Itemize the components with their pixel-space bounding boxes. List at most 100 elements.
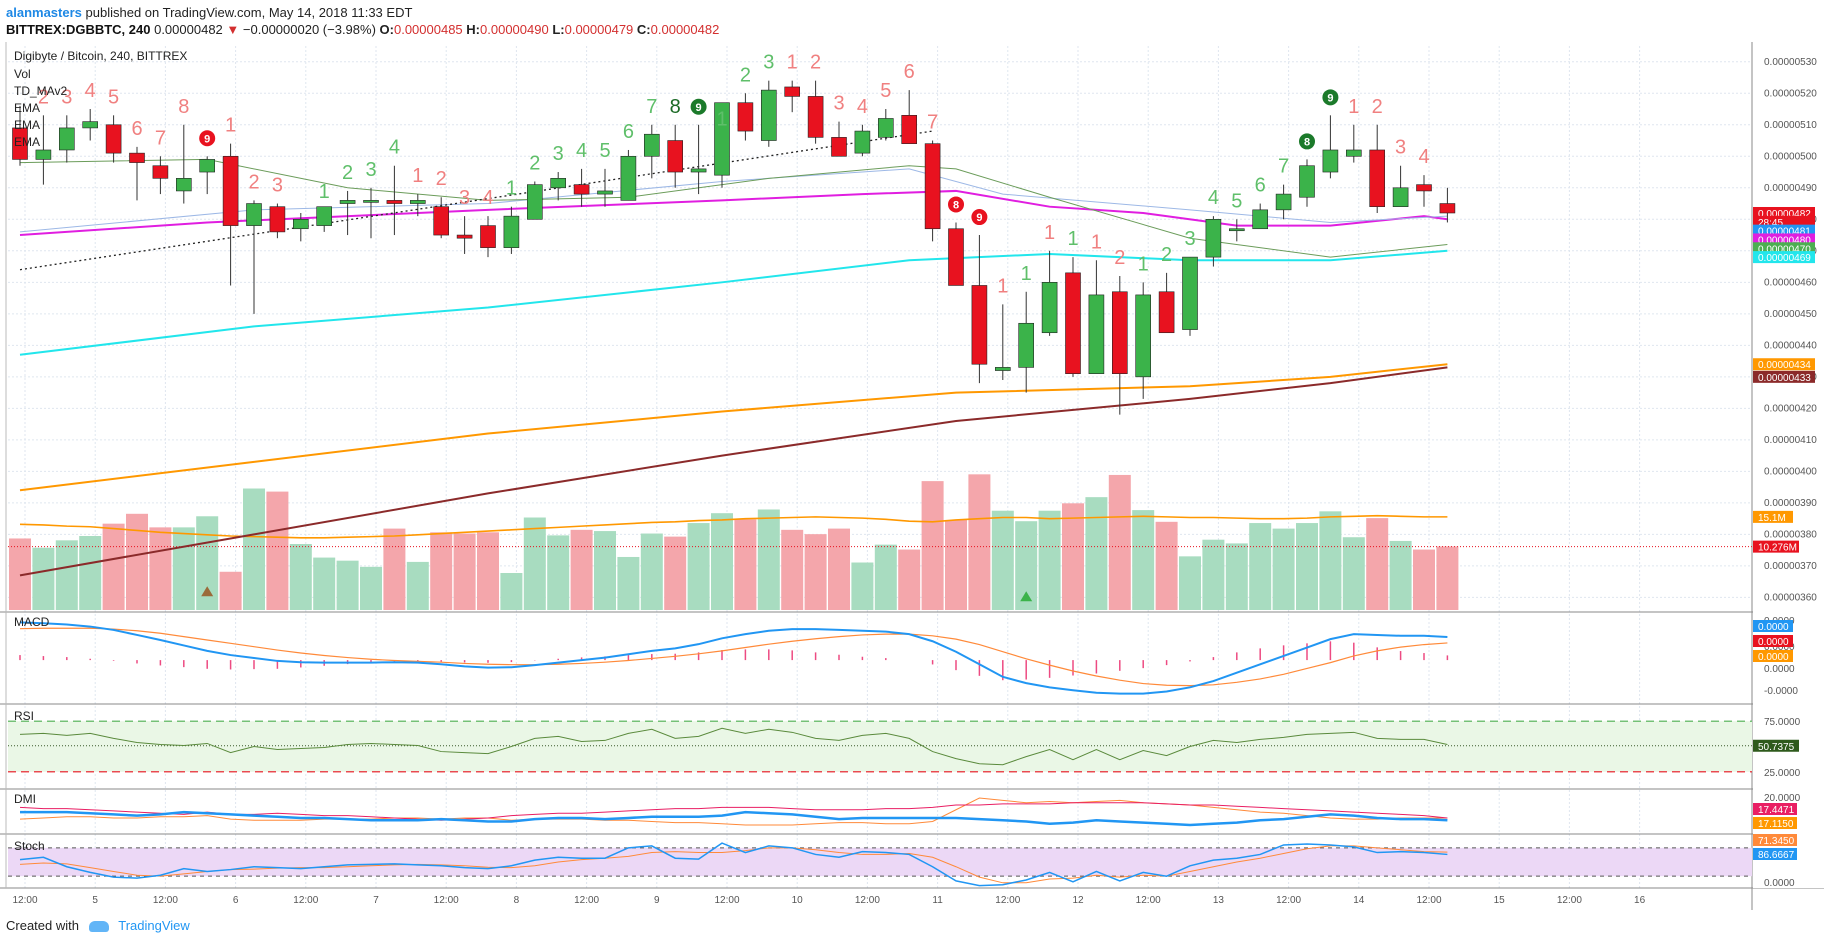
candle-body	[1369, 149, 1385, 207]
volume-bar	[991, 510, 1014, 610]
candle-body	[971, 285, 988, 365]
volume-bar	[55, 540, 78, 610]
candle-body	[1135, 294, 1151, 378]
candle-body	[807, 96, 824, 138]
candle-body	[386, 200, 403, 204]
low-value: 0.00000479	[564, 22, 634, 37]
dmi-value-label: 17.1150	[1758, 819, 1794, 830]
td-count-label: 1	[319, 181, 330, 203]
td-count-label: 8	[178, 96, 189, 118]
volume-bar	[1202, 539, 1225, 610]
volume-bar	[1389, 540, 1412, 610]
price-label-tag	[1753, 370, 1815, 383]
volume-bar	[1342, 537, 1365, 610]
candle-body	[199, 159, 215, 173]
td-count-label: 3	[1395, 137, 1406, 159]
candle-body	[292, 218, 309, 230]
vol-last-label: 10.276M	[1758, 543, 1797, 554]
td-count-label: 3	[833, 93, 844, 115]
dmi-label: DMI	[14, 792, 36, 806]
td-count-label: 7	[646, 96, 657, 118]
volume-bar	[126, 513, 148, 610]
td-count-label: 7	[1278, 156, 1289, 178]
time-tick-label: 12:00	[714, 895, 739, 906]
td-count-label: 2	[342, 162, 353, 184]
td-setup-badge	[971, 209, 988, 226]
td-count-label: 3	[1184, 228, 1195, 250]
candle-body	[1229, 228, 1245, 232]
macd-signal-line	[19, 627, 1448, 687]
legend-item: EMA	[14, 101, 40, 115]
ema-cyan-line	[19, 249, 1448, 356]
author-link[interactable]: alanmasters	[6, 5, 82, 20]
td-count-label: 1	[787, 52, 798, 74]
macd-value-tag	[1753, 650, 1793, 662]
td-count-label: 9	[976, 212, 982, 224]
vol-ma-label: 15.1M	[1758, 513, 1786, 524]
price-tick-label: 0.00000450	[1764, 309, 1817, 320]
price-tick-label: 0.00000410	[1764, 435, 1817, 446]
candle-body	[948, 228, 964, 286]
rsi-value-label: 50.7375	[1758, 742, 1795, 753]
price-tick-label: 0.00000490	[1764, 183, 1817, 194]
td-count-label: 3	[272, 175, 283, 197]
td-count-label: 8	[670, 96, 681, 118]
td-count-label: 3	[553, 143, 564, 165]
close-value: 0.00000482	[650, 22, 720, 37]
stoch-tick-label: 0.0000	[1764, 878, 1795, 889]
td-count-label: 2	[436, 168, 447, 190]
price-tick-label: 0.00000420	[1764, 403, 1817, 414]
dmi-plus-line	[19, 802, 1448, 821]
volume-bar	[921, 481, 944, 610]
price-label-text: 0.00000434	[1758, 360, 1811, 371]
volume-bar	[79, 536, 102, 610]
volume-bar	[1436, 546, 1459, 610]
time-tick-label: 12:00	[1557, 895, 1582, 906]
time-tick-label: 12:00	[434, 895, 459, 906]
volume-bar	[1038, 510, 1061, 610]
price-label-text: 0.00000480	[1758, 235, 1811, 246]
candle-body	[1346, 149, 1362, 157]
volume-bar	[594, 531, 616, 610]
volume-bar	[945, 519, 967, 610]
candle-body	[1065, 272, 1081, 374]
rsi-value-tag	[1753, 739, 1799, 752]
time-tick-label: 12:00	[1416, 895, 1441, 906]
td-count-label: 6	[131, 118, 142, 140]
macd-tick-label: -0.0000	[1764, 686, 1798, 697]
candle-body	[1299, 165, 1315, 198]
volume-bar	[711, 513, 733, 610]
candle-body	[1275, 193, 1292, 211]
stoch-pane	[8, 842, 1752, 887]
stoch-label: Stoch	[14, 839, 45, 853]
chart-legend: Digibyte / Bitcoin, 240, BITTREX Vol TD_MA…	[14, 49, 187, 149]
time-tick-label: 12:00	[574, 895, 599, 906]
volume-bar	[1319, 511, 1342, 610]
created-with-text: Created with	[6, 918, 79, 933]
candle-body	[784, 86, 801, 97]
candle-body	[620, 155, 637, 201]
time-tick-label: 16	[1634, 895, 1646, 906]
td-count-label: 1	[1091, 231, 1102, 253]
td-count-label: 5	[108, 86, 119, 108]
canvas-bg	[0, 42, 1824, 910]
price-label-text: 0.00000481	[1758, 227, 1811, 238]
volume-bar	[851, 562, 874, 610]
price-label-text: 0.00000482	[1758, 209, 1811, 220]
td-count-label: 5	[880, 80, 891, 102]
td-count-label: 1	[997, 275, 1008, 297]
td-count-label: 1	[225, 115, 236, 137]
td-count-label: 1	[1021, 263, 1032, 285]
candle-body	[1182, 256, 1198, 330]
candle-body	[1205, 218, 1222, 258]
candle-body	[526, 184, 543, 220]
price-tick-label: 0.00000380	[1764, 529, 1817, 540]
buy-triangle-marker	[1020, 591, 1033, 602]
tradingview-brand-link[interactable]: TradingView	[118, 918, 190, 933]
macd-value-label: 0.0000	[1758, 622, 1789, 633]
time-tick-label: 12:00	[995, 895, 1020, 906]
candle-body	[831, 137, 847, 157]
dmi-adx-line	[20, 810, 1448, 827]
